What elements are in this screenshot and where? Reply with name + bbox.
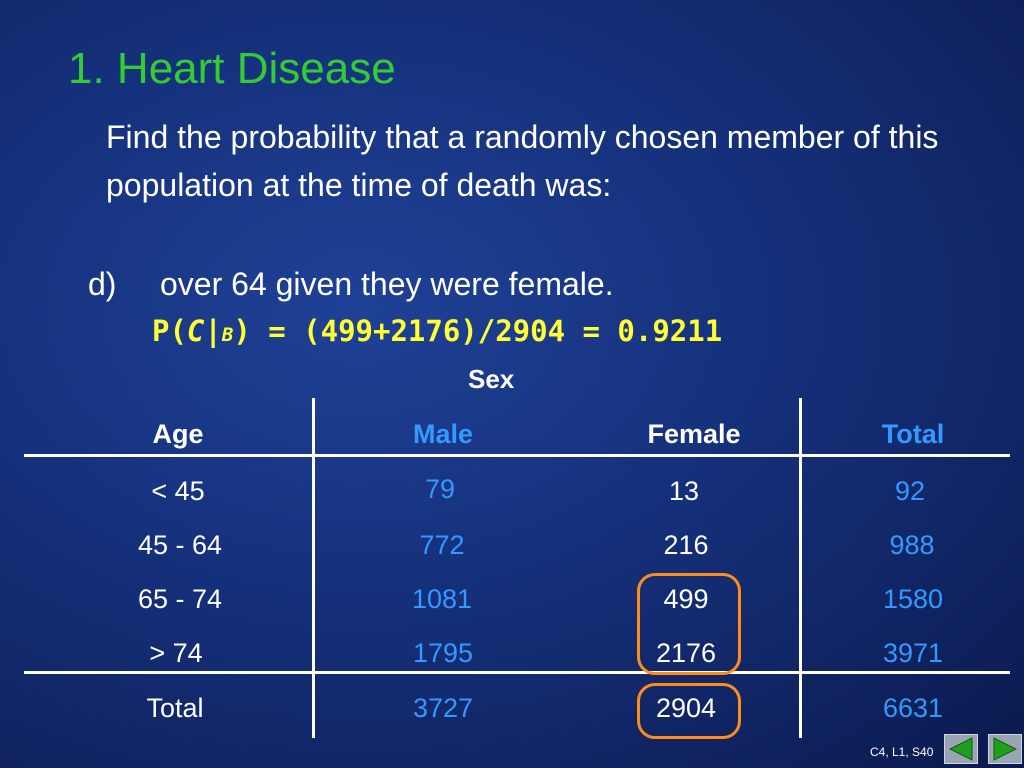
prev-slide-button[interactable] bbox=[944, 734, 978, 764]
row-male: 1795 bbox=[412, 638, 474, 668]
row-male: 772 bbox=[419, 530, 465, 560]
row-total: 3971 bbox=[882, 638, 944, 668]
next-slide-button[interactable] bbox=[988, 734, 1022, 764]
table-divider-age bbox=[312, 398, 315, 738]
header-male: Male bbox=[412, 419, 474, 449]
row-female: 216 bbox=[663, 530, 709, 560]
row-total: 92 bbox=[894, 476, 926, 506]
slide-reference: C4, L1, S40 bbox=[870, 745, 934, 759]
question-text: over 64 given they were female. bbox=[160, 266, 614, 302]
highlight-ring-denominator bbox=[637, 683, 741, 739]
row-female: 13 bbox=[668, 476, 700, 506]
formula-prefix: P( bbox=[152, 314, 187, 348]
formula-event: C bbox=[186, 314, 205, 348]
header-age: Age bbox=[152, 419, 204, 449]
question-prompt: Find the probability that a randomly cho… bbox=[106, 119, 939, 203]
row-age: 65 - 74 bbox=[137, 584, 223, 614]
row-total: 988 bbox=[889, 530, 935, 560]
row-total: 1580 bbox=[882, 584, 944, 614]
table-divider-total bbox=[799, 398, 802, 738]
header-total: Total bbox=[881, 419, 945, 449]
table-group-header: Sex bbox=[468, 364, 515, 394]
table-total-rule bbox=[24, 671, 1010, 674]
row-female: 2176 bbox=[655, 638, 717, 668]
header-female: Female bbox=[647, 419, 741, 449]
totals-male: 3727 bbox=[412, 693, 474, 723]
highlight-ring-numerator bbox=[637, 573, 741, 675]
row-age: 45 - 64 bbox=[137, 530, 223, 560]
formula-given: B bbox=[221, 324, 234, 346]
row-female: 499 bbox=[663, 584, 709, 614]
totals-label: Total bbox=[146, 693, 204, 723]
row-male: 1081 bbox=[411, 584, 473, 614]
row-age: < 45 bbox=[151, 476, 205, 506]
row-male: 79 bbox=[424, 474, 456, 504]
totals-total: 6631 bbox=[882, 693, 944, 723]
table-header-rule bbox=[24, 454, 1010, 457]
question-letter: d) bbox=[88, 266, 117, 302]
formula-result: ) = (499+2176)/2904 = 0.9211 bbox=[233, 314, 723, 348]
slide-title: 1. Heart Disease bbox=[68, 44, 396, 93]
formula-bar: | bbox=[204, 314, 222, 348]
totals-female: 2904 bbox=[655, 693, 717, 723]
row-age: > 74 bbox=[149, 638, 203, 668]
triangle-right-icon bbox=[993, 737, 1018, 761]
probability-formula: P(C|B) = (499+2176)/2904 = 0.9211 bbox=[152, 314, 722, 348]
triangle-left-icon bbox=[948, 737, 973, 761]
